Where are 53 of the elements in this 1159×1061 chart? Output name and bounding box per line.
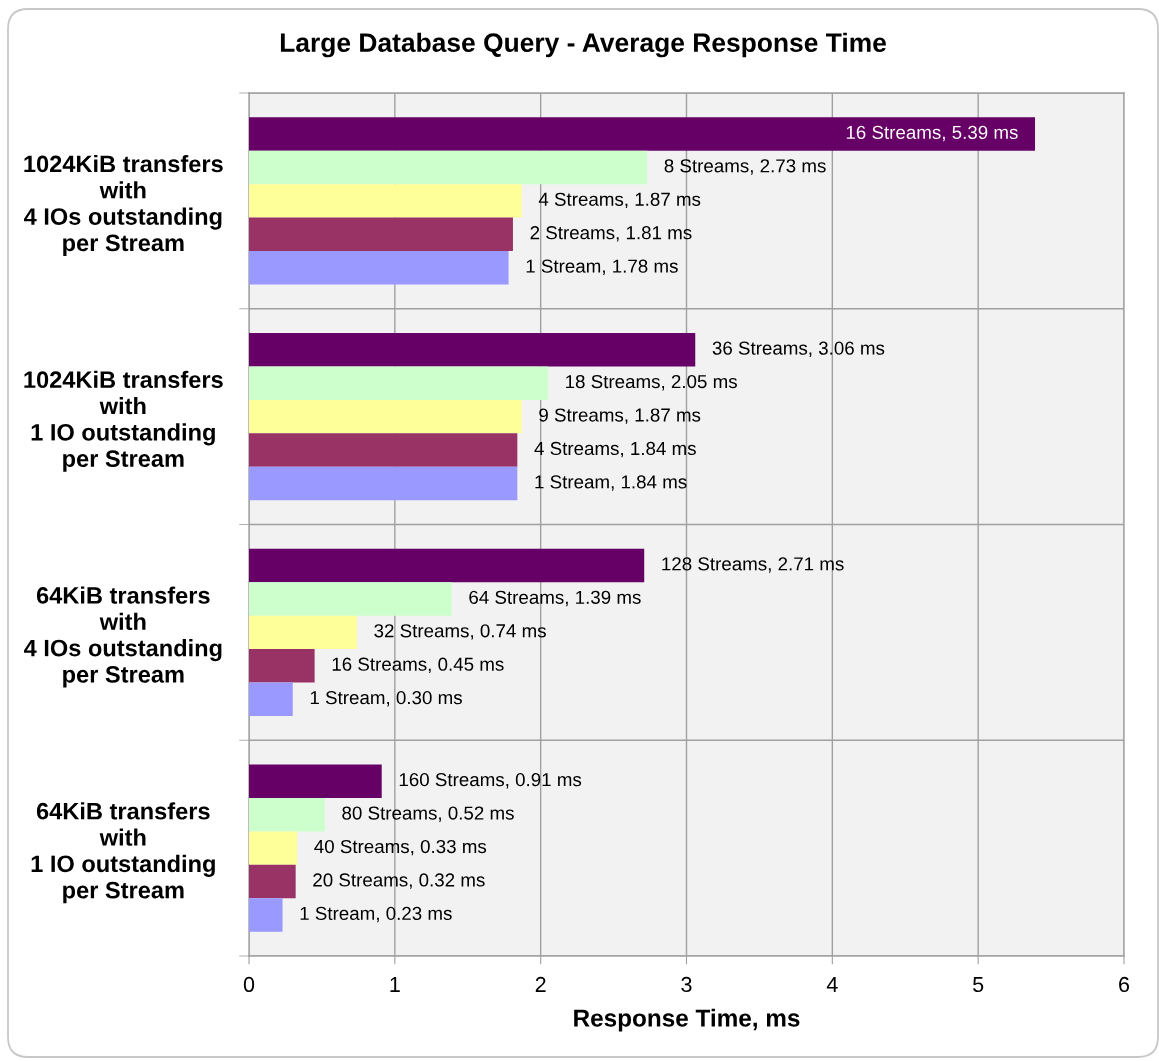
bar	[249, 649, 315, 683]
x-tick-label: 3	[681, 976, 692, 993]
y-tick-label: 1024KiB transfers with 4 IOs outstanding per Stream	[23, 154, 223, 256]
x-tick-label: 4	[826, 977, 838, 992]
data-label: 1 Stream, 1.84 ms	[535, 475, 687, 491]
data-label: 20 Streams, 0.32 ms	[313, 873, 485, 889]
x-tick-label: 0	[243, 976, 255, 993]
bar	[249, 399, 522, 434]
data-label: 16 Streams, 0.45 ms	[332, 657, 504, 674]
data-label: 8 Streams, 2.73 ms	[664, 159, 826, 175]
data-label: 1 Stream, 1.78 ms	[526, 259, 678, 276]
data-label: 80 Streams, 0.52 ms	[342, 806, 514, 822]
bar	[249, 251, 509, 285]
data-label: 1 Stream, 0.30 ms	[310, 691, 462, 707]
data-label: 40 Streams, 0.33 ms	[314, 839, 487, 856]
bar	[249, 831, 298, 865]
data-label: 16 Streams, 5.39 ms	[846, 125, 1018, 142]
x-axis-title: Response Time, ms	[574, 1008, 800, 1032]
bar	[249, 864, 296, 899]
y-tick-label: 1024KiB transfers with 1 IO outstanding per Stream	[24, 370, 223, 472]
y-tick-label: 64KiB transfers with 4 IOs outstanding per Stream	[23, 586, 222, 688]
x-tick-label: 6	[1119, 976, 1130, 993]
data-label: 64 Streams, 1.39 ms	[469, 590, 641, 607]
data-label: 1 Stream, 0.23 ms	[300, 906, 452, 923]
bar	[249, 217, 513, 252]
data-label: 2 Streams, 1.81 ms	[530, 226, 692, 242]
data-label: 160 Streams, 0.91 ms	[399, 773, 582, 789]
bar	[249, 615, 357, 650]
data-label: 32 Streams, 0.74 ms	[374, 624, 546, 640]
x-tick-label: 2	[535, 976, 546, 992]
data-label: 18 Streams, 2.05 ms	[566, 374, 737, 391]
data-label: 4 Streams, 1.84 ms	[534, 441, 696, 458]
bar	[249, 582, 452, 616]
bar	[249, 466, 518, 501]
bar	[249, 184, 522, 218]
chart-title: Large Database Query - Average Response Time	[280, 32, 886, 58]
x-tick-label: 1	[390, 977, 400, 992]
bar	[249, 117, 1036, 151]
bar	[249, 333, 696, 367]
data-label: 128 Streams, 2.71 ms	[662, 557, 844, 573]
bar	[249, 797, 325, 832]
bar	[249, 898, 283, 932]
y-tick-label: 64KiB transfers with 1 IO outstanding per Stream	[31, 802, 215, 904]
data-label: 36 Streams, 3.06 ms	[712, 341, 885, 357]
data-label: 9 Streams, 1.87 ms	[539, 408, 701, 424]
bar	[249, 366, 548, 400]
bar	[249, 764, 382, 798]
bar	[249, 548, 645, 583]
bar	[249, 682, 293, 716]
x-tick-label: 5	[973, 977, 984, 993]
bar	[249, 433, 518, 467]
bar	[249, 150, 648, 185]
data-label: 4 Streams, 1.87 ms	[538, 192, 701, 209]
